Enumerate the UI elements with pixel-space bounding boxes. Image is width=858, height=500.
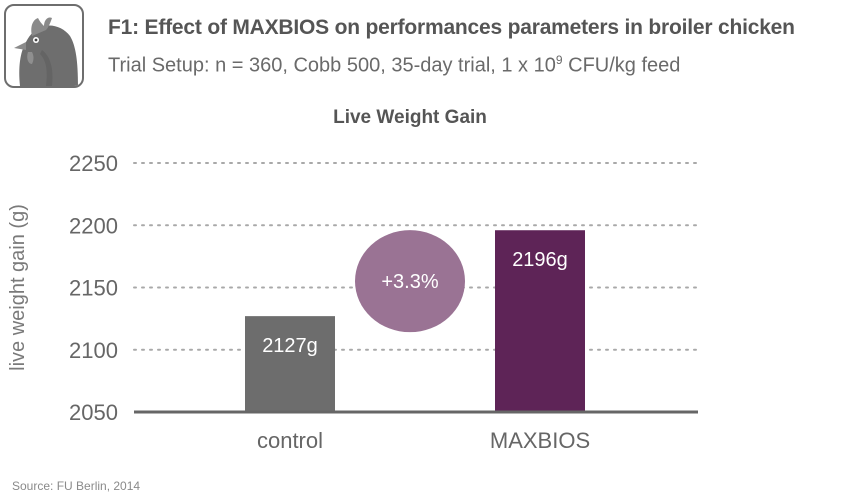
- increase-label: +3.3%: [381, 271, 438, 293]
- chart-title: Live Weight Gain: [333, 107, 487, 128]
- data-label: 2196g: [512, 249, 568, 271]
- page-title: F1: Effect of MAXBIOS on performances pa…: [108, 16, 795, 39]
- x-tick-label: MAXBIOS: [490, 428, 590, 453]
- bar-chart: Live Weight Gain 2050 2100 2150 2200 2250 live…: [7, 107, 699, 453]
- y-tick-label: 2150: [69, 276, 118, 301]
- y-axis-label: live weight gain (g): [7, 204, 29, 371]
- y-tick-label: 2050: [69, 400, 118, 425]
- page-subtitle: Trial Setup: n = 360, Cobb 500, 35-day t…: [108, 53, 680, 78]
- bar-control: [245, 316, 335, 412]
- data-label: 2127g: [262, 335, 318, 357]
- increase-bubble: [355, 230, 465, 333]
- y-tick-label: 2100: [69, 338, 118, 363]
- chicken-head-icon: [14, 17, 78, 86]
- logo-badge: [4, 4, 84, 88]
- y-tick-label: 2200: [69, 213, 118, 238]
- x-tick-label: control: [257, 428, 323, 453]
- subtitle-suffix: CFU/kg feed: [562, 54, 681, 77]
- subtitle-exponent: 9: [555, 53, 563, 67]
- subtitle-text: Trial Setup: n = 360, Cobb 500, 35-day t…: [108, 54, 556, 77]
- source-note: Source: FU Berlin, 2014: [12, 479, 141, 493]
- bar-maxbios: [495, 230, 585, 412]
- y-tick-label: 2250: [69, 151, 118, 176]
